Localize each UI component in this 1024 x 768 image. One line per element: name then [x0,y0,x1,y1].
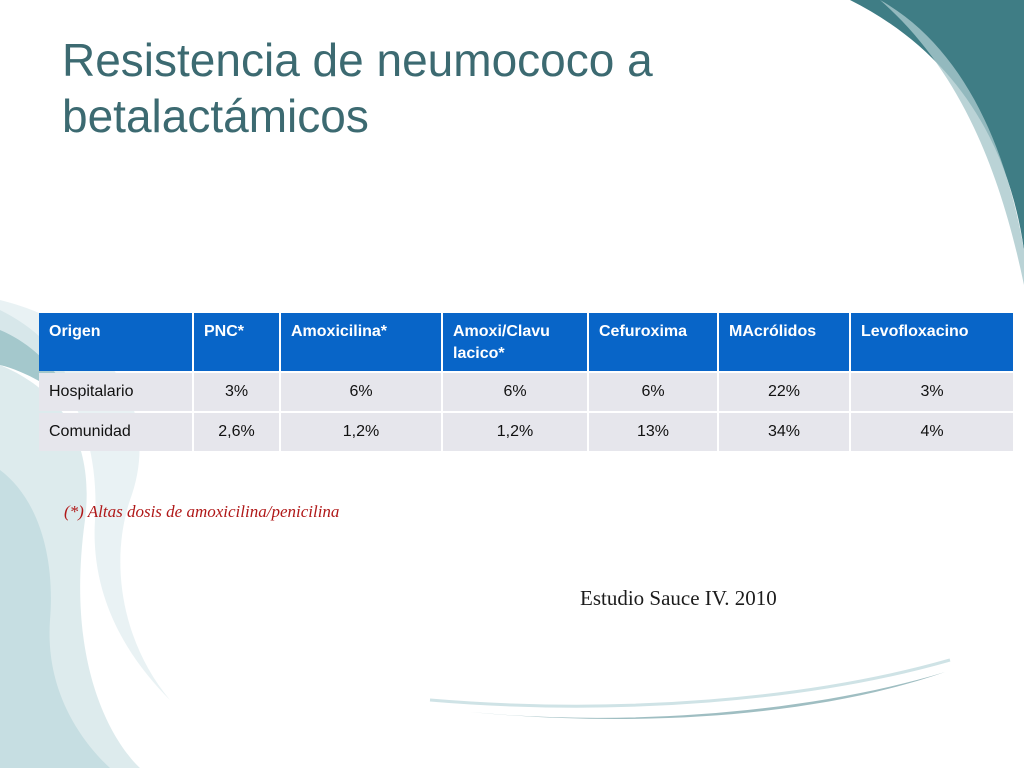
header-amoxi-clavulanico: Amoxi/Clavu lacico* [443,313,587,371]
cell-macrolidos: 34% [719,413,849,451]
cell-cefuroxima: 6% [589,373,717,411]
header-amoxicilina: Amoxicilina* [281,313,441,371]
header-macrolidos: MAcrólidos [719,313,849,371]
cell-amoxicilina: 6% [281,373,441,411]
cell-levofloxacino: 3% [851,373,1013,411]
table-row: Comunidad 2,6% 1,2% 1,2% 13% 34% 4% [39,413,1013,451]
resistance-table: Origen PNC* Amoxicilina* Amoxi/Clavu lac… [37,311,1015,453]
page-title: Resistencia de neumococo a betalactámico… [62,32,882,144]
header-cefuroxima: Cefuroxima [589,313,717,371]
table-row: Hospitalario 3% 6% 6% 6% 22% 3% [39,373,1013,411]
top-right-swoosh [850,0,1024,250]
title-line-2: betalactámicos [62,90,369,142]
cell-amoxi-clavulanico: 1,2% [443,413,587,451]
cell-origen: Hospitalario [39,373,192,411]
cell-amoxi-clavulanico: 6% [443,373,587,411]
left-arc-light-2 [0,470,110,768]
header-levofloxacino: Levofloxacino [851,313,1013,371]
cell-levofloxacino: 4% [851,413,1013,451]
bottom-sweep-line [470,672,945,719]
bottom-sweep-line-2 [429,658,951,708]
cell-origen: Comunidad [39,413,192,451]
header-origen: Origen [39,313,192,371]
cell-macrolidos: 22% [719,373,849,411]
source-citation: Estudio Sauce IV. 2010 [580,586,777,610]
table-header-row: Origen PNC* Amoxicilina* Amoxi/Clavu lac… [39,313,1013,371]
cell-pnc: 3% [194,373,279,411]
cell-pnc: 2,6% [194,413,279,451]
footnote: (*) Altas dosis de amoxicilina/penicilin… [64,502,340,521]
header-pnc: PNC* [194,313,279,371]
cell-amoxicilina: 1,2% [281,413,441,451]
title-line-1: Resistencia de neumococo a [62,34,653,86]
cell-cefuroxima: 13% [589,413,717,451]
